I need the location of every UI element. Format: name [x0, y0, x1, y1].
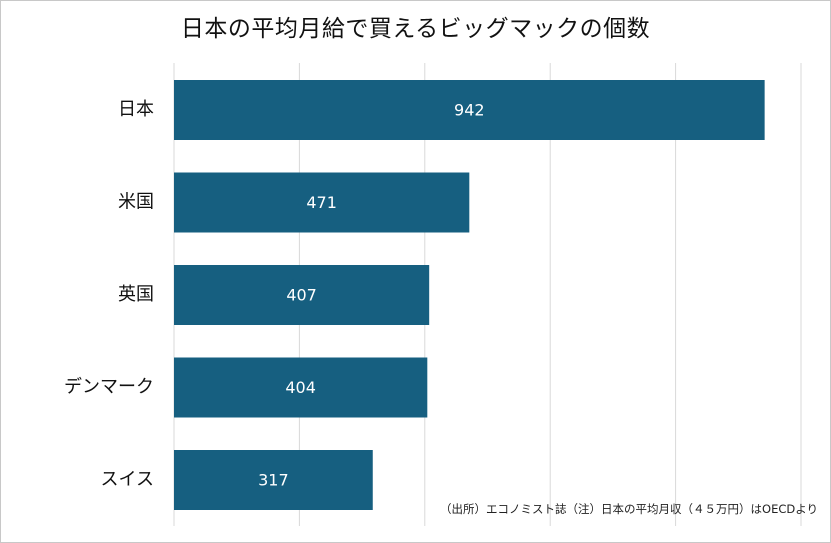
value-label: 404: [285, 378, 316, 397]
bar: [174, 172, 470, 233]
bar: [174, 80, 765, 140]
value-labels: 942 471 407 404 317: [258, 101, 484, 490]
bar: [174, 265, 430, 325]
category-label: 米国: [118, 192, 154, 213]
category-label: 日本: [118, 99, 154, 120]
bar: [174, 357, 428, 418]
bars: [174, 80, 765, 510]
value-label: 407: [286, 286, 317, 305]
value-label: 317: [258, 471, 289, 490]
category-label: 英国: [118, 284, 154, 305]
source-note: （出所）エコノミスト誌（注）日本の平均月収（４５万円）はOECDより: [440, 502, 818, 516]
value-label: 471: [306, 193, 337, 212]
bar: [174, 450, 373, 510]
category-label: デンマーク: [64, 377, 154, 398]
chart-title: 日本の平均月給で買えるビッグマックの個数: [180, 16, 651, 42]
value-label: 942: [454, 101, 485, 120]
category-label: スイス: [101, 469, 154, 490]
